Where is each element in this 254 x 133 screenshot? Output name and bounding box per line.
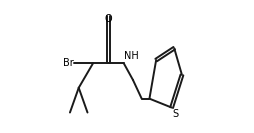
Text: O: O xyxy=(104,14,112,24)
Text: NH: NH xyxy=(124,51,138,61)
Text: Br: Br xyxy=(62,58,73,68)
Text: S: S xyxy=(172,109,178,119)
